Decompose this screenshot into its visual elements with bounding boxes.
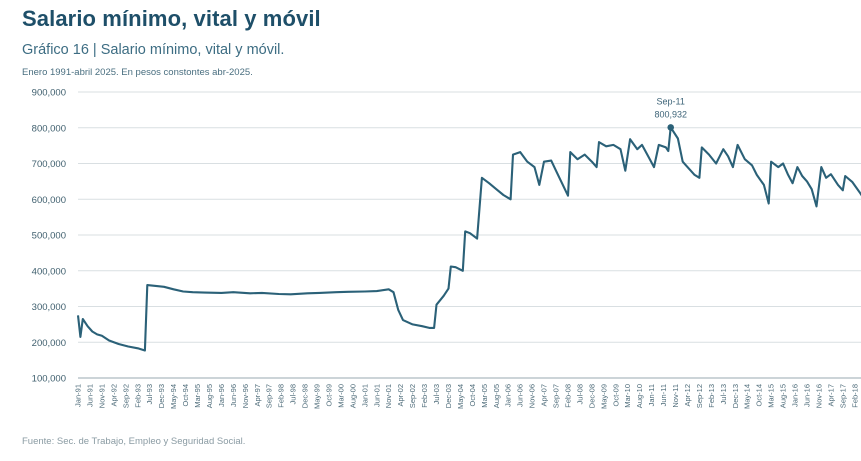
x-tick-label: Jun-06 — [516, 384, 525, 407]
x-tick-label: Jan-01 — [360, 384, 369, 407]
x-tick-label: Nov-11 — [671, 384, 680, 408]
x-tick-label: Jul-08 — [575, 384, 584, 404]
x-tick-label: May-04 — [456, 384, 465, 409]
x-tick-label: Mar-05 — [480, 384, 489, 408]
x-tick-label: Oct-04 — [468, 384, 477, 407]
chart-subtitle: Enero 1991-abril 2025. En pesos constont… — [22, 67, 253, 78]
y-axis-ticks: 900,000 800,000 700,000 600,000 500,000 400,0… — [32, 88, 66, 385]
x-tick-label: Jun-01 — [372, 384, 381, 407]
x-axis-ticks: Jan-91 Jun-91 Nov-91 Apr-92 Sep-92 Feb-93 Jul-… — [74, 384, 860, 409]
y-tick-label: 400,000 — [32, 266, 66, 277]
x-tick-label: May-94 — [169, 384, 178, 409]
y-tick-label: 300,000 — [32, 302, 66, 313]
x-tick-label: Nov-96 — [241, 384, 250, 408]
x-tick-label: Jun-16 — [802, 384, 811, 407]
x-tick-label: Mar-15 — [767, 384, 776, 408]
x-tick-label: Mar-10 — [623, 384, 632, 408]
x-tick-label: May-99 — [313, 384, 322, 409]
annotation-label-top: Sep-11 — [657, 96, 685, 106]
x-tick-label: Apr-92 — [109, 384, 118, 407]
y-tick-label: 600,000 — [32, 195, 66, 206]
x-tick-label: Dec-93 — [157, 384, 166, 408]
x-tick-label: Oct-14 — [755, 384, 764, 407]
x-tick-label: Aug-05 — [492, 384, 501, 408]
x-tick-label: Jun-11 — [659, 384, 668, 406]
y-tick-label: 100,000 — [32, 374, 66, 385]
x-tick-label: Feb-03 — [420, 384, 429, 408]
source-note: Fuente: Sec. de Trabajo, Empleo y Seguri… — [22, 436, 246, 447]
x-tick-label: May-09 — [599, 384, 608, 409]
series-line-path — [76, 126, 861, 352]
gridlines — [78, 91, 861, 379]
x-tick-label: Jul-03 — [432, 384, 441, 404]
x-tick-label: Nov-91 — [97, 384, 106, 408]
annotation-label-bottom: 800,932 — [654, 109, 687, 119]
x-tick-label: Nov-06 — [528, 384, 537, 408]
x-tick-label: Aug-95 — [205, 384, 214, 408]
y-tick-label: 700,000 — [32, 159, 66, 170]
x-tick-label: Aug-10 — [635, 384, 644, 408]
x-tick-label: May-14 — [743, 384, 752, 409]
x-tick-label: Sep-02 — [408, 384, 417, 408]
x-tick-label: Sep-97 — [265, 384, 274, 408]
x-tick-label: Jul-13 — [719, 384, 728, 404]
x-tick-label: Mar-95 — [193, 384, 202, 408]
x-tick-label: Jan-11 — [647, 384, 656, 406]
x-tick-label: Jul-93 — [145, 384, 154, 404]
x-tick-label: Oct-09 — [611, 384, 620, 407]
x-tick-label: Apr-02 — [396, 384, 405, 407]
x-tick-label: Sep-92 — [121, 384, 130, 408]
x-tick-label: Feb-13 — [707, 384, 716, 408]
y-tick-label: 500,000 — [32, 231, 66, 242]
x-tick-label: Jan-06 — [504, 384, 513, 407]
x-tick-label: Feb-98 — [277, 384, 286, 408]
x-tick-label: Apr-07 — [540, 384, 549, 407]
page-heading: Salario mínimo, vital y móvil — [22, 6, 321, 31]
x-tick-label: Feb-18 — [850, 384, 859, 408]
series-line — [76, 126, 861, 352]
x-tick-label: Mar-00 — [336, 384, 345, 408]
x-tick-label: Aug-00 — [348, 384, 357, 408]
x-tick-label: Sep-12 — [695, 384, 704, 408]
x-tick-label: Apr-12 — [683, 384, 692, 407]
x-tick-label: Dec-08 — [587, 384, 596, 408]
chart-title: Gráfico 16 | Salario mínimo, vital y móv… — [22, 42, 285, 58]
x-tick-label: Oct-99 — [324, 384, 333, 407]
x-tick-label: Jan-16 — [791, 384, 800, 407]
x-tick-label: Jan-96 — [217, 384, 226, 407]
x-tick-label: Jul-98 — [289, 384, 298, 404]
y-tick-label: 800,000 — [32, 123, 66, 134]
y-tick-label: 900,000 — [32, 88, 66, 99]
x-tick-label: Jun-91 — [85, 384, 94, 407]
y-tick-label: 200,000 — [32, 338, 66, 349]
x-tick-label: Feb-08 — [563, 384, 572, 408]
x-tick-label: Nov-01 — [384, 384, 393, 408]
x-tick-label: Feb-93 — [133, 384, 142, 408]
x-tick-label: Dec-03 — [444, 384, 453, 408]
x-tick-label: Oct-94 — [181, 384, 190, 407]
x-tick-label: Dec-98 — [301, 384, 310, 408]
x-tick-label: Sep-07 — [552, 384, 561, 408]
x-tick-label: Sep-17 — [838, 384, 847, 408]
x-tick-label: Jan-91 — [74, 384, 83, 407]
x-tick-label: Jun-96 — [229, 384, 238, 407]
x-tick-label: Apr-97 — [253, 384, 262, 407]
x-tick-label: Dec-13 — [731, 384, 740, 408]
annotation-dot — [667, 124, 675, 131]
x-tick-label: Apr-17 — [826, 384, 835, 407]
x-tick-label: Nov-16 — [814, 384, 823, 408]
x-tick-label: Aug-15 — [779, 384, 788, 408]
